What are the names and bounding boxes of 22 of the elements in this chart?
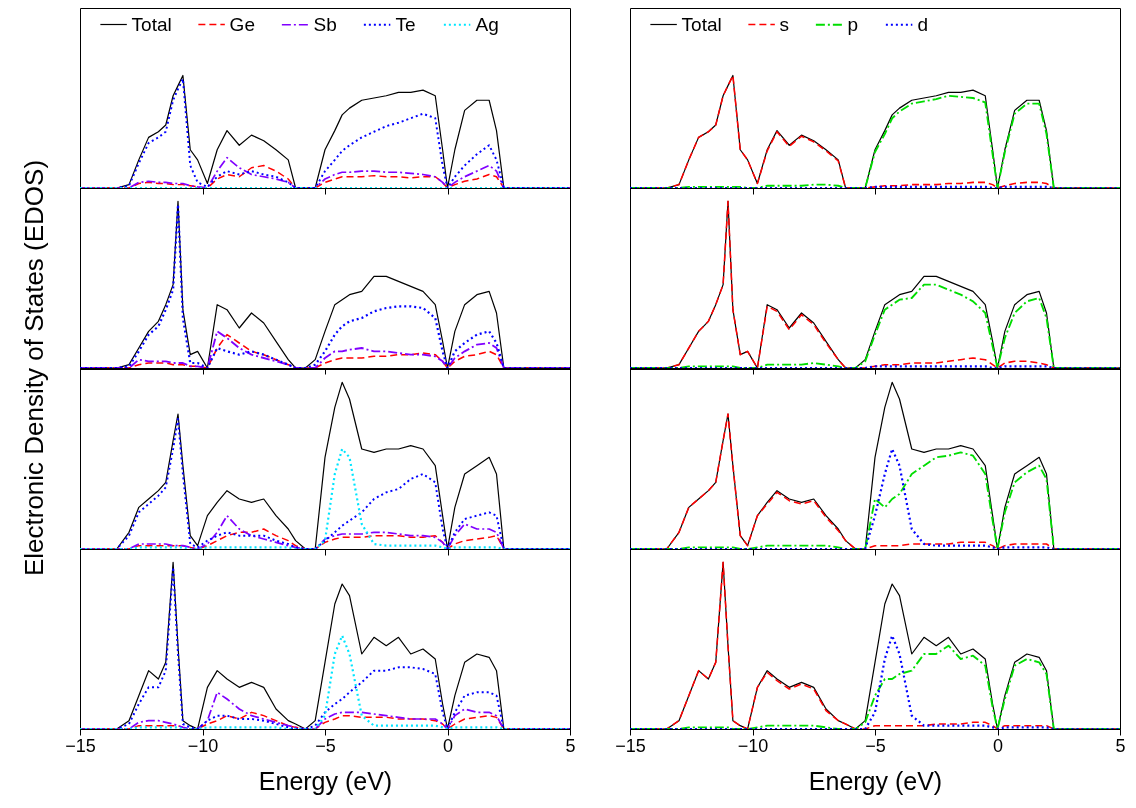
- x-tick-label: 5: [565, 735, 576, 756]
- x-tick-label: −15: [65, 735, 96, 756]
- legend-label: d: [917, 13, 929, 35]
- legend-label: s: [779, 13, 790, 35]
- x-tick-label: −10: [737, 735, 769, 756]
- y-axis-title: Electronic Density of States (EDOS): [18, 159, 50, 577]
- x-axis-title: Energy (eV): [808, 766, 943, 795]
- x-tick-label: 0: [992, 735, 1004, 756]
- x-tick-label: 0: [442, 735, 454, 756]
- x-axis-title: Energy (eV): [258, 766, 393, 795]
- x-tick-label: −5: [315, 735, 336, 756]
- x-tick-label: −15: [615, 735, 646, 756]
- legend-label: Total: [681, 13, 722, 35]
- legend-label: Total: [131, 13, 172, 35]
- x-tick-label: −5: [865, 735, 886, 756]
- x-tick-label: 5: [1115, 735, 1126, 756]
- legend-label: Sb: [313, 13, 337, 35]
- legend-label: Ag: [475, 13, 499, 35]
- legend-label: Ge: [229, 13, 255, 35]
- legend-label: p: [847, 13, 859, 35]
- x-tick-label: −10: [187, 735, 219, 756]
- legend-label: Te: [395, 13, 416, 35]
